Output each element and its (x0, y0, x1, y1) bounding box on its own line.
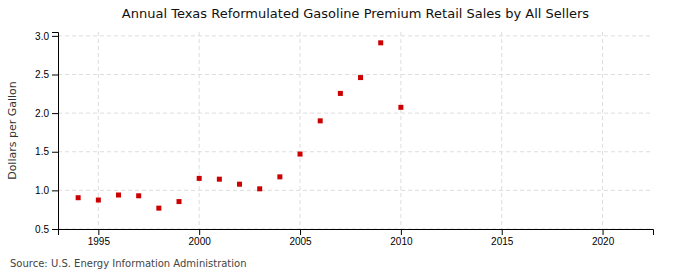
title: Annual Texas Reformulated Gasoline Premi… (122, 6, 590, 21)
tick-label: 2000 (189, 236, 212, 247)
tick-label: 1.0 (35, 185, 49, 196)
tick: 0.5 (35, 224, 58, 235)
tick: 2015 (491, 229, 514, 247)
tick-label: 1995 (88, 236, 111, 247)
tick: 2.0 (35, 108, 58, 119)
tick: 2020 (592, 229, 615, 247)
point (197, 176, 202, 181)
tick-mark (52, 36, 58, 37)
points (76, 40, 404, 210)
tick-mark (502, 229, 503, 235)
tick-mark (401, 229, 402, 235)
point (116, 193, 121, 198)
point (177, 199, 182, 204)
y-axis: 0.5 1.0 1.5 2.0 2.5 3.0 (35, 31, 58, 235)
tick-label: 2.0 (35, 108, 49, 119)
point (378, 40, 383, 45)
point (136, 193, 141, 198)
grid-line (58, 113, 653, 114)
point (298, 152, 303, 157)
tick-mark (98, 229, 99, 235)
tick-label: 3.0 (35, 31, 49, 42)
tick-mark (52, 74, 58, 75)
tick: 3.0 (35, 31, 58, 42)
tick: 2.5 (35, 69, 58, 80)
point (338, 91, 343, 96)
tick-label: 2010 (390, 236, 413, 247)
x-axis: 1995 2000 2005 2010 2015 2020 (59, 229, 654, 247)
point (76, 195, 81, 200)
annotation: Source: U.S. Energy Information Administ… (10, 258, 247, 269)
grid-line (58, 190, 653, 191)
grid-line (602, 32, 603, 229)
plot: 1995 2000 2005 2010 2015 2020 0.5 1.0 1.5 2.0 2.5 3… (35, 31, 653, 248)
tick-label: 1.5 (35, 146, 49, 157)
point (318, 118, 323, 123)
grid-line (400, 32, 401, 229)
point (156, 206, 161, 211)
tick-label: 2020 (592, 236, 615, 247)
grid-line (58, 74, 653, 75)
grid-line (501, 32, 502, 229)
tick-label: 2005 (289, 236, 312, 247)
tick-label: 0.5 (35, 224, 49, 235)
tick-mark (300, 229, 301, 235)
tick: 2010 (390, 229, 413, 247)
axis-line (59, 230, 654, 236)
tick-mark (52, 229, 58, 230)
point (398, 105, 403, 110)
tick: 1995 (88, 229, 111, 247)
point (257, 186, 262, 191)
tick-mark (52, 152, 58, 153)
grid-line (300, 32, 301, 229)
point (277, 174, 282, 179)
point (237, 182, 242, 187)
tick: 2000 (189, 229, 212, 247)
tick: 1.0 (35, 185, 58, 196)
y-axis-title: Dollars per Gallon (6, 81, 19, 180)
point (358, 75, 363, 80)
grid-line (58, 151, 653, 152)
tick-mark (199, 229, 200, 235)
tick-mark (52, 190, 58, 191)
point (217, 177, 222, 182)
grid-line (199, 32, 200, 229)
tick-mark (52, 113, 58, 114)
grid-line (58, 35, 653, 36)
tick-mark (603, 229, 604, 235)
point (96, 198, 101, 203)
tick: 1.5 (35, 146, 58, 157)
tick-label: 2.5 (35, 69, 49, 80)
tick: 2005 (289, 229, 312, 247)
tick-label: 2015 (491, 236, 514, 247)
grid (58, 32, 653, 229)
axis-line (52, 33, 59, 230)
chart: 1995 2000 2005 2010 2015 2020 0.5 1.0 1.5 2.0 2.5 3… (0, 0, 675, 275)
